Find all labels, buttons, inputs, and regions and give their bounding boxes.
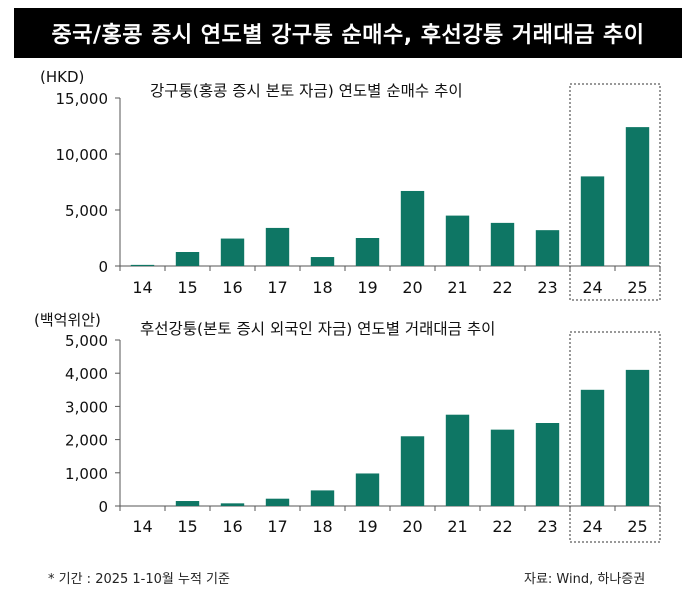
chart1-category-label: 24 [582, 278, 602, 297]
chart2-bar-23 [535, 423, 560, 506]
chart1-category-label: 25 [627, 278, 647, 297]
chart1-category-label: 21 [447, 278, 467, 297]
chart2-ytick-label: 0 [98, 498, 108, 516]
chart1-bar-15 [175, 252, 200, 266]
chart1-bar-19 [355, 238, 380, 266]
chart1-category-label: 20 [402, 278, 422, 297]
chart1-category-label: 16 [222, 278, 242, 297]
chart1-bar-23 [535, 230, 560, 266]
chart1-ytick-label: 0 [98, 258, 108, 276]
chart1-category-label: 15 [177, 278, 197, 297]
chart2-category-label: 14 [132, 517, 152, 536]
chart1-category-label: 19 [357, 278, 377, 297]
page-title: 중국/홍콩 증시 연도별 강구퉁 순매수, 후선강퉁 거래대금 추이 [14, 8, 682, 58]
chart2-bar-19 [355, 473, 380, 506]
chart1-title: 강구퉁(홍콩 증시 본토 자금) 연도별 순매수 추이 [150, 82, 463, 100]
chart2-highlight-box [569, 331, 661, 543]
chart2-bar-15 [175, 501, 200, 506]
chart2-category-label: 23 [537, 517, 557, 536]
chart2-category-label: 17 [267, 517, 287, 536]
footnote-source: 자료: Wind, 하나증권 [524, 572, 646, 587]
chart1-bar-17 [265, 227, 290, 266]
chart1-bar-14 [130, 264, 155, 266]
chart2-ytick-label: 3,000 [65, 398, 108, 416]
chart1-bar-16 [220, 238, 245, 266]
chart2-bar-25 [625, 369, 650, 506]
footnote-period: * 기간 : 2025 1-10월 누적 기준 [48, 572, 230, 587]
chart2-category-label: 22 [492, 517, 512, 536]
chart2-ylabel: (백억위안) [34, 311, 101, 329]
chart1-bar-25 [625, 127, 650, 267]
chart1-ytick-label: 10,000 [56, 146, 109, 164]
chart2-ytick-label: 1,000 [65, 465, 108, 483]
chart2-bar-16 [220, 503, 245, 506]
chart2-ytick-label: 4,000 [65, 365, 108, 383]
chart2-category-label: 24 [582, 517, 602, 536]
chart2-category-label: 15 [177, 517, 197, 536]
chart1-ytick-label: 15,000 [56, 90, 109, 108]
chart1-category-label: 23 [537, 278, 557, 297]
chart2-category-label: 16 [222, 517, 242, 536]
chart1-highlight-box [569, 83, 661, 301]
chart1-category-label: 17 [267, 278, 287, 297]
chart1-bar-21 [445, 215, 470, 266]
chart2-category-label: 21 [447, 517, 467, 536]
chart2-bar-18 [310, 490, 335, 506]
chart2-title: 후선강퉁(본토 증시 외국인 자금) 연도별 거래대금 추이 [140, 320, 495, 338]
chart2-category-label: 25 [627, 517, 647, 536]
chart1-category-label: 14 [132, 278, 152, 297]
chart1-ylabel: (HKD) [40, 68, 84, 86]
chart1-bar-20 [400, 190, 425, 266]
chart1-bar-24 [580, 176, 605, 266]
chart2-bar-20 [400, 436, 425, 506]
chart2-bar-17 [265, 498, 290, 506]
chart1-bar-18 [310, 257, 335, 266]
chart1-category-label: 18 [312, 278, 332, 297]
chart2-bar-24 [580, 389, 605, 506]
chart1-bar-22 [490, 222, 515, 266]
chart2-category-label: 20 [402, 517, 422, 536]
chart1-category-label: 22 [492, 278, 512, 297]
chart2-category-label: 18 [312, 517, 332, 536]
chart2-ytick-label: 2,000 [65, 432, 108, 450]
chart2-bar-22 [490, 429, 515, 506]
chart2-ytick-label: 5,000 [65, 332, 108, 350]
chart1-ytick-label: 5,000 [65, 202, 108, 220]
chart2-bar-21 [445, 414, 470, 506]
chart2-category-label: 19 [357, 517, 377, 536]
